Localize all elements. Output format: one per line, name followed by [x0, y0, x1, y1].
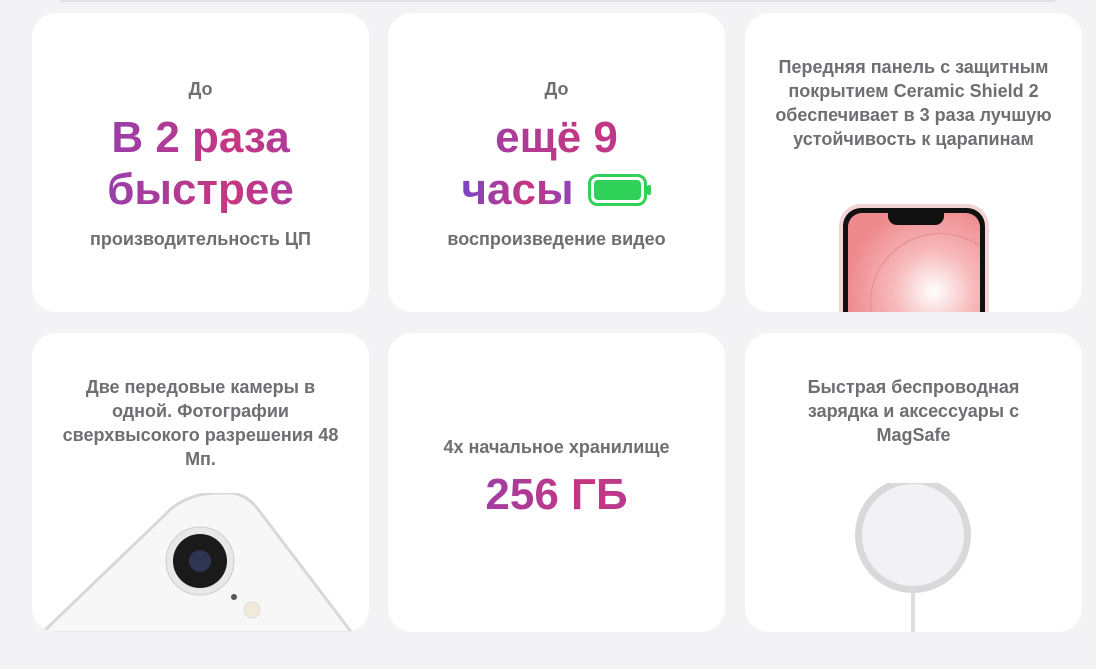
card-pre: До — [188, 79, 213, 99]
card-pre: До — [544, 79, 569, 99]
card-magsafe: Быстрая беспроводная зарядка и аксессуар… — [745, 333, 1082, 632]
magsafe-charger-image — [855, 483, 971, 632]
card-ceramic-shield: Передняя панель с защитным покрытием Cer… — [745, 13, 1082, 312]
card-headline-2: быстрее — [32, 163, 369, 217]
card-sub: производительность ЦП — [90, 229, 311, 249]
card-headline-1: 256 ГБ — [388, 468, 725, 522]
card-storage: 4x начальное хранилище 256 ГБ — [388, 333, 725, 632]
card-headline-2: часы — [461, 163, 573, 217]
card-sub: воспроизведение видео — [447, 229, 666, 249]
card-cpu: До В 2 раза быстрее производительность Ц… — [32, 13, 369, 312]
divider — [60, 0, 1055, 2]
card-text: Передняя панель с защитным покрытием Cer… — [775, 57, 1052, 149]
card-text: Две передовые камеры в одной. Фотографии… — [62, 377, 339, 469]
card-pre: 4x начальное хранилище — [443, 437, 670, 457]
card-headline-1: ещё 9 — [388, 111, 725, 165]
iphone-back-camera-image — [40, 493, 354, 632]
card-headline-1: В 2 раза — [32, 111, 369, 165]
card-camera: Две передовые камеры в одной. Фотографии… — [32, 333, 369, 632]
iphone-front-image — [839, 204, 989, 312]
battery-full-icon — [587, 174, 651, 206]
card-text: Быстрая беспроводная зарядка и аксессуар… — [807, 377, 1020, 445]
card-battery: До ещё 9 часы воспроизведение видео — [388, 13, 725, 312]
